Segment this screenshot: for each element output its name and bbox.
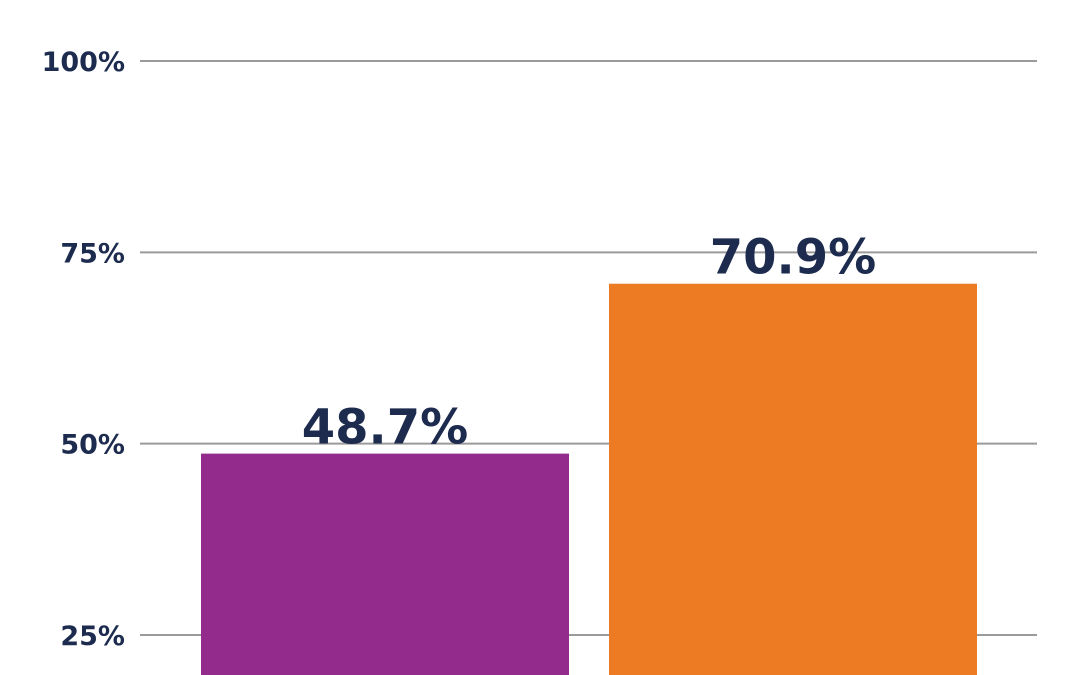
bar-value-label-2: 70.9% <box>710 230 877 286</box>
y-tick-label: 75% <box>60 238 125 269</box>
bar-1 <box>201 453 569 675</box>
bar-layer <box>201 283 977 675</box>
label-layer: 48.7% 70.9% <box>302 230 877 456</box>
y-tick-label: 25% <box>60 621 125 652</box>
y-tick-label: 100% <box>42 47 125 78</box>
bar-2 <box>609 283 977 675</box>
y-tick-label: 50% <box>60 430 125 461</box>
grid-layer: 25% 50% 75% 100% <box>42 47 1037 652</box>
bar-value-label-1: 48.7% <box>302 400 469 456</box>
